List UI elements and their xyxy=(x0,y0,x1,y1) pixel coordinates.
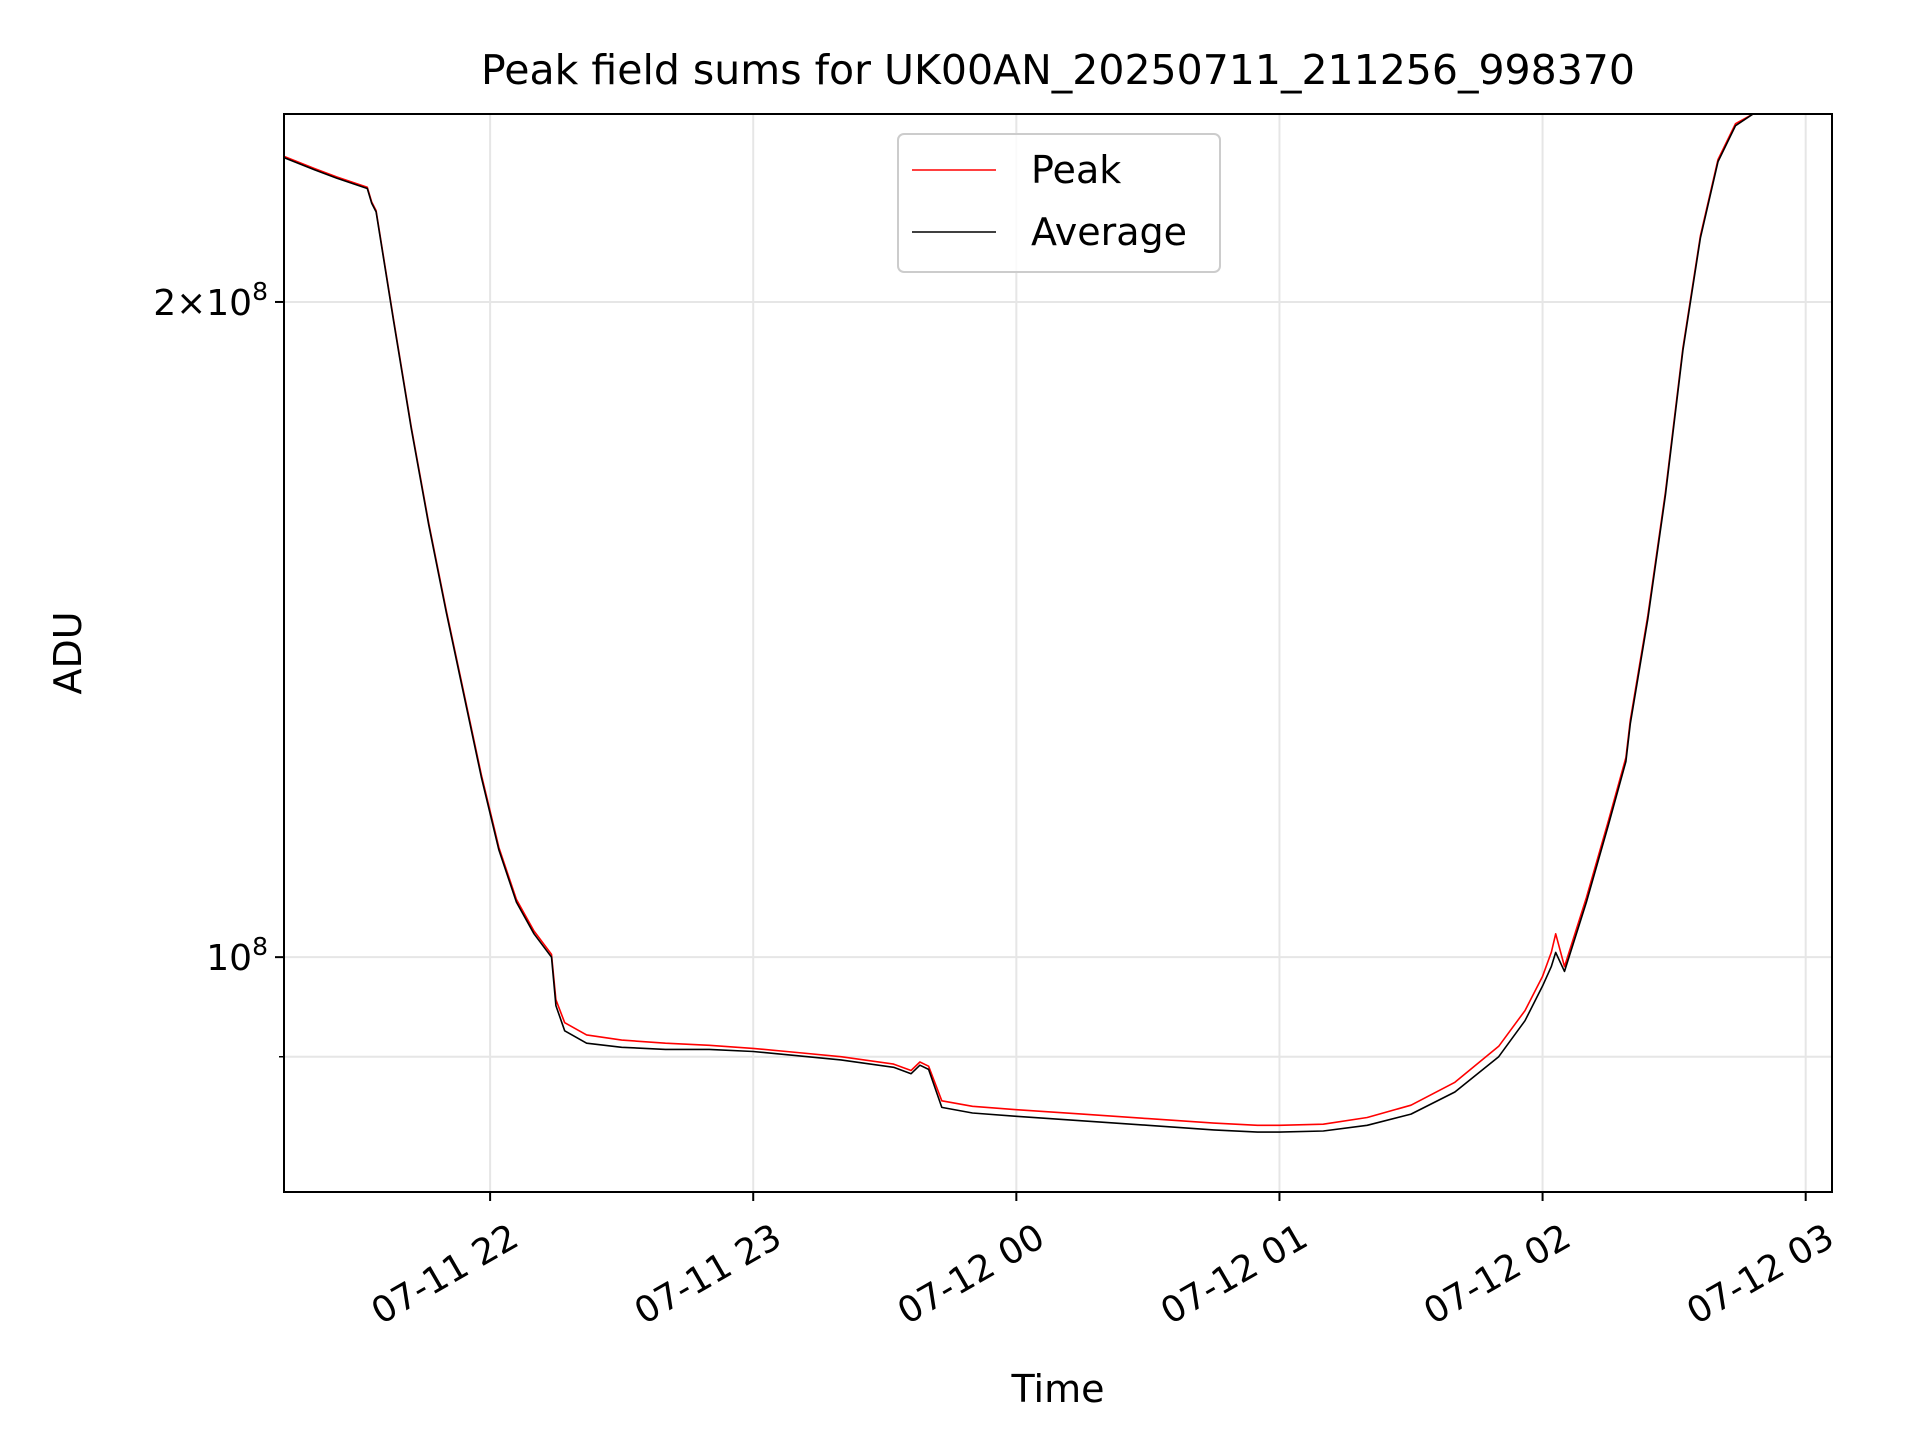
y-tick-label: 2×108 xyxy=(153,277,268,324)
legend: Peak Average xyxy=(897,133,1221,273)
series-line-average xyxy=(284,114,1754,1133)
y-axis: 108 2×108 xyxy=(153,277,284,1058)
chart-title: Peak field sums for UK00AN_20250711_2112… xyxy=(481,46,1635,94)
x-axis-label: Time xyxy=(1011,1367,1105,1411)
legend-peak-label: Peak xyxy=(1031,148,1121,192)
plot-frame xyxy=(283,113,1833,1193)
grid xyxy=(284,114,1832,1192)
y-axis-label: ADU xyxy=(46,611,90,694)
legend-box xyxy=(897,133,1221,273)
y-tick-label: 108 xyxy=(206,932,268,979)
legend-average-label: Average xyxy=(1031,210,1187,254)
series-layer xyxy=(284,114,1754,1133)
